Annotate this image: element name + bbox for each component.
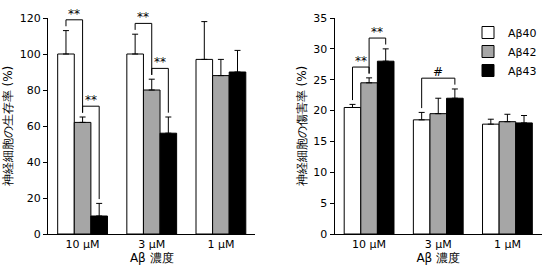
svg-text:Aβ 濃度: Aβ 濃度 — [416, 251, 460, 265]
svg-text:20: 20 — [27, 192, 41, 205]
svg-text:神経細胞の傷害率 (%): 神経細胞の傷害率 (%) — [295, 66, 309, 187]
svg-text:15: 15 — [313, 135, 327, 148]
svg-text:0: 0 — [34, 228, 41, 241]
svg-text:80: 80 — [27, 84, 41, 97]
svg-text:0: 0 — [320, 228, 327, 241]
svg-text:Aβ43: Aβ43 — [508, 65, 537, 78]
svg-text:10 μM: 10 μM — [352, 238, 386, 251]
svg-text:#: # — [433, 65, 443, 79]
svg-text:60: 60 — [27, 120, 41, 133]
svg-text:**: ** — [85, 93, 97, 107]
svg-text:5: 5 — [320, 197, 327, 210]
svg-text:Aβ40: Aβ40 — [508, 27, 537, 40]
svg-text:120: 120 — [20, 12, 41, 25]
svg-text:1 μM: 1 μM — [494, 238, 521, 251]
svg-text:3 μM: 3 μM — [138, 238, 165, 251]
svg-text:**: ** — [371, 25, 383, 39]
svg-text:**: ** — [355, 54, 367, 68]
svg-text:**: ** — [68, 7, 80, 21]
svg-text:神経細胞の生存率 (%): 神経細胞の生存率 (%) — [1, 66, 15, 187]
svg-text:10 μM: 10 μM — [66, 238, 100, 251]
svg-text:35: 35 — [313, 12, 327, 25]
svg-text:10: 10 — [313, 166, 327, 179]
svg-text:3 μM: 3 μM — [425, 238, 452, 251]
svg-text:40: 40 — [27, 156, 41, 169]
svg-text:1 μM: 1 μM — [207, 238, 234, 251]
svg-text:100: 100 — [20, 48, 41, 61]
svg-text:**: ** — [154, 55, 166, 69]
svg-text:Aβ42: Aβ42 — [508, 46, 537, 59]
svg-text:**: ** — [137, 10, 149, 24]
svg-text:Aβ 濃度: Aβ 濃度 — [130, 251, 174, 265]
svg-text:20: 20 — [313, 104, 327, 117]
svg-text:25: 25 — [313, 74, 327, 87]
svg-text:30: 30 — [313, 43, 327, 56]
